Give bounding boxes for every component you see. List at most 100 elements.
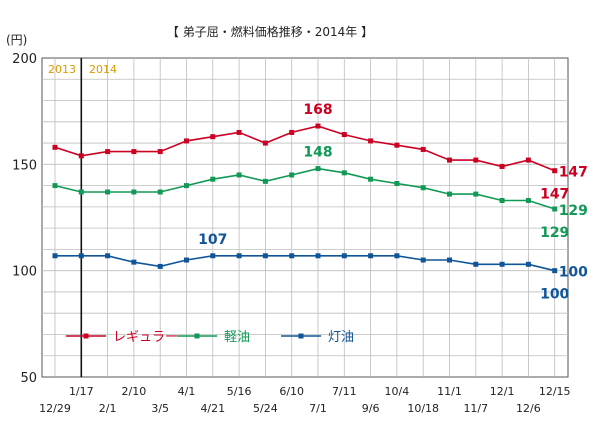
series-2-point	[341, 253, 347, 259]
series-0-point	[525, 157, 531, 163]
series-line-1	[54, 167, 555, 210]
x-tick-label: 6/10	[279, 385, 304, 398]
series-2-point	[184, 257, 189, 263]
series-0-point	[473, 157, 479, 163]
series-0-point	[236, 129, 242, 135]
series-line-0	[54, 125, 555, 172]
x-tick-label: 7/11	[332, 385, 357, 398]
data-label: 107	[198, 232, 227, 248]
data-label: 129	[540, 225, 569, 241]
series-1-point	[131, 189, 137, 195]
y-tick-label: 50	[20, 371, 37, 386]
x-tick-label: 2/10	[122, 385, 147, 398]
series-1-point	[552, 206, 558, 212]
series-1-point	[157, 189, 163, 195]
series-2-point	[105, 253, 111, 259]
series-0-point	[52, 144, 58, 150]
series-0-point	[368, 138, 374, 144]
plot-frame	[41, 57, 569, 378]
x-tick-label: 1/17	[69, 385, 94, 398]
series-2-point	[262, 253, 268, 259]
x-tick-label: 7/1	[309, 402, 327, 415]
x-tick-label: 5/24	[253, 402, 278, 415]
y-tick-label: 150	[12, 158, 37, 173]
series-1-point	[420, 185, 426, 191]
grid	[41, 57, 569, 378]
series-lines	[52, 123, 558, 274]
data-label: 129	[559, 203, 588, 219]
x-tick-label: 10/4	[385, 385, 410, 398]
series-0-point	[78, 153, 84, 159]
series-2-point	[289, 253, 295, 259]
legend-label-0: レギュラー	[113, 330, 178, 345]
year-label-2014: 2014	[89, 63, 117, 76]
series-2-point	[525, 261, 531, 267]
series-2-point	[473, 261, 479, 267]
data-label: 148	[303, 145, 332, 161]
series-0-point	[157, 149, 163, 155]
legend-label-2: 灯油	[328, 330, 354, 345]
chart-title: 【 弟子屈・燃料価格推移・2014年 】	[167, 24, 373, 39]
x-tick-label: 4/1	[178, 385, 196, 398]
data-label: 147	[559, 165, 588, 181]
y-axis-unit-label: (円)	[6, 33, 27, 47]
x-tick-label: 2/1	[99, 402, 117, 415]
series-1-point	[315, 166, 321, 172]
series-2-point	[157, 263, 163, 269]
series-0-point	[394, 142, 400, 148]
series-2-point	[394, 253, 400, 259]
series-0-point	[420, 146, 426, 152]
legend-marker-0	[83, 333, 89, 339]
y-tick-label: 100	[12, 265, 37, 280]
series-0-point	[499, 163, 505, 169]
series-0-point	[262, 140, 268, 146]
data-label: 168	[303, 102, 332, 118]
series-0-point	[315, 123, 321, 129]
series-1-point	[289, 172, 295, 178]
series-1-point	[78, 189, 84, 195]
y-tick-label: 200	[12, 52, 37, 67]
x-tick-label: 12/1	[490, 385, 515, 398]
series-2-point	[210, 253, 216, 259]
series-1-point	[52, 183, 58, 189]
series-1-point	[368, 176, 374, 182]
series-2-point	[131, 259, 137, 265]
x-tick-label: 4/21	[200, 402, 225, 415]
series-0-point	[105, 149, 111, 155]
axes: 2013 2014 50 100 150 200 12/29 1/17 2/1 2/10 3/5 4/…	[12, 52, 570, 415]
series-1-point	[184, 183, 189, 189]
series-2-point	[236, 253, 242, 259]
series-1-point	[499, 197, 505, 203]
series-1-point	[341, 170, 347, 176]
data-label: 100	[559, 265, 588, 281]
x-tick-label: 10/18	[407, 402, 439, 415]
x-tick-label: 11/1	[437, 385, 462, 398]
series-1-point	[236, 172, 242, 178]
series-2-point	[420, 257, 426, 263]
data-label: 100	[540, 287, 569, 303]
x-tick-label: 5/16	[227, 385, 252, 398]
series-1-point	[473, 191, 479, 197]
x-tick-label: 12/15	[539, 385, 571, 398]
legend: レギュラー 軽油 灯油	[66, 330, 354, 345]
series-2-point	[315, 253, 321, 259]
series-2-point	[499, 261, 505, 267]
series-2-point	[368, 253, 374, 259]
legend-marker-2	[298, 333, 304, 339]
x-tick-label: 12/29	[39, 402, 71, 415]
series-0-point	[447, 157, 452, 163]
series-1-point	[210, 176, 216, 182]
legend-label-1: 軽油	[224, 330, 250, 345]
series-1-point	[525, 197, 531, 203]
series-1-point	[262, 178, 268, 184]
data-label: 147	[540, 187, 569, 203]
series-0-point	[552, 168, 558, 174]
year-label-2013: 2013	[48, 63, 76, 76]
series-2-point	[552, 268, 558, 274]
x-tick-label: 9/6	[362, 402, 380, 415]
series-1-point	[394, 180, 400, 186]
series-0-point	[289, 129, 295, 135]
x-tick-label: 3/5	[151, 402, 169, 415]
